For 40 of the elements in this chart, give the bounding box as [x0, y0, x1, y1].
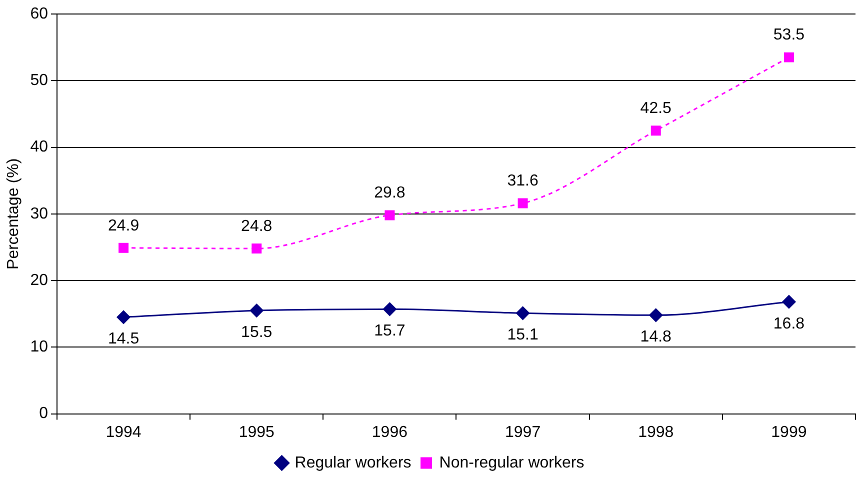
point	[649, 308, 663, 322]
data-label: 15.1	[507, 326, 538, 344]
y-tick-label: 10	[30, 338, 48, 356]
y-tick-label: 0	[39, 405, 48, 422]
point	[516, 306, 530, 320]
data-label: 16.8	[773, 315, 805, 332]
data-label: 31.6	[507, 172, 538, 190]
data-label: 29.8	[374, 184, 406, 202]
point	[782, 295, 796, 309]
x-tick-label: 1994	[106, 424, 142, 441]
x-tick-label: 1997	[504, 424, 541, 441]
point	[382, 302, 396, 316]
point	[650, 126, 661, 136]
y-tick-label: 20	[30, 272, 48, 289]
data-label: 15.7	[374, 322, 406, 340]
x-tick-label: 1995	[238, 424, 275, 441]
data-label: 15.5	[241, 324, 272, 341]
legend-label: Regular workers	[294, 454, 412, 472]
point	[784, 52, 794, 62]
y-tick-label: 60	[30, 5, 48, 22]
point	[518, 198, 528, 208]
point	[252, 244, 262, 254]
data-label: 53.5	[773, 26, 805, 44]
x-tick-label: 1999	[771, 424, 807, 441]
x-tick-label: 1998	[638, 424, 674, 441]
data-label: 14.8	[640, 328, 672, 346]
y-tick-label: 30	[30, 205, 48, 222]
y-tick-label: 40	[30, 138, 48, 156]
point	[250, 304, 264, 318]
point	[116, 310, 130, 324]
data-label: 24.8	[241, 218, 272, 235]
y-axis-title: Percentage (%)	[5, 158, 22, 270]
data-label: 24.9	[108, 217, 140, 234]
data-label: 14.5	[108, 330, 140, 348]
point	[384, 210, 395, 220]
point	[118, 242, 129, 253]
x-tick-label: 1996	[372, 424, 408, 441]
y-tick-label: 50	[30, 72, 48, 90]
legend-label: Non-regular workers	[439, 454, 584, 472]
data-label: 42.5	[640, 100, 672, 118]
